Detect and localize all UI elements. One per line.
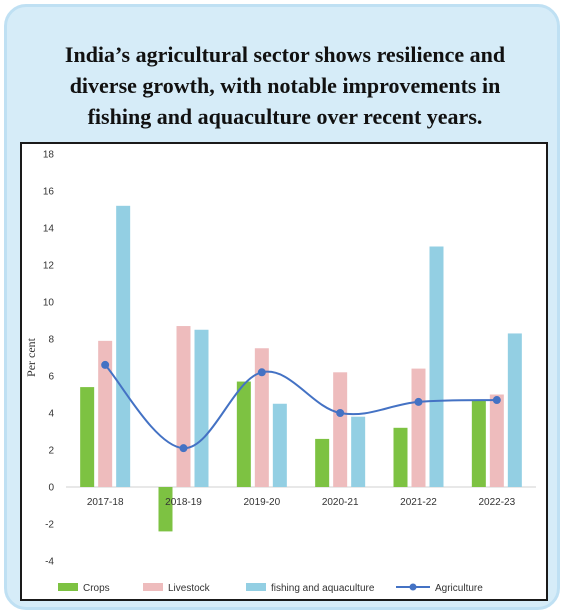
x-tick-label: 2017-18 — [87, 497, 124, 508]
x-tick-label: 2019-20 — [243, 497, 280, 508]
bar-fishing — [351, 416, 366, 487]
x-tick-label: 2021-22 — [400, 497, 437, 508]
bar-livestock — [411, 368, 426, 487]
legend-label: Crops — [83, 583, 110, 594]
y-tick-label: 16 — [43, 187, 55, 198]
y-tick-label: 12 — [43, 261, 55, 272]
y-tick-label: 6 — [48, 372, 54, 383]
legend-label: fishing and aquaculture — [271, 583, 375, 594]
bar-fishing — [194, 329, 209, 487]
y-tick-label: -2 — [45, 520, 54, 531]
x-tick-label: 2018-19 — [165, 497, 202, 508]
chart-svg: -4 -2 0 2 4 6 8 10 12 14 16 18 Per cent 2017-18 2018-1… — [24, 150, 536, 594]
x-tick-label: 2022-23 — [478, 497, 515, 508]
title-line-1: India’s agricultural sector shows resili… — [64, 42, 506, 67]
y-tick-label: -4 — [45, 557, 54, 568]
bar-fishing — [116, 205, 131, 488]
x-tick-label: 2020-21 — [322, 497, 359, 508]
y-tick-label: 0 — [48, 483, 54, 494]
bar-crops — [80, 387, 95, 487]
y-tick-label: 8 — [48, 335, 54, 346]
legend-swatch — [246, 583, 266, 591]
y-tick-label: 18 — [43, 150, 55, 161]
bar-crops — [158, 487, 173, 532]
y-tick-label: 10 — [43, 298, 55, 309]
agriculture-point — [257, 368, 266, 377]
agriculture-point — [414, 397, 423, 406]
agriculture-point — [336, 409, 345, 417]
legend-label: Livestock — [168, 583, 211, 594]
bar-livestock — [254, 348, 269, 487]
bar-crops — [471, 400, 486, 487]
bar-livestock — [333, 372, 348, 487]
bar-fishing — [429, 246, 444, 487]
y-tick-label: 14 — [43, 224, 55, 235]
y-tick-label: 4 — [48, 409, 54, 420]
bar-livestock — [489, 394, 504, 487]
bar-livestock — [176, 326, 191, 487]
legend-marker — [409, 583, 417, 591]
bar-crops — [393, 427, 408, 487]
bar-crops — [236, 381, 251, 487]
legend-label: Agriculture — [435, 583, 483, 594]
bar-crops — [315, 438, 330, 487]
y-axis-label: Per cent — [24, 337, 38, 377]
title-line-3: fishing and aquaculture over recent year… — [87, 104, 483, 129]
legend-swatch — [58, 583, 78, 591]
agriculture-point — [492, 396, 501, 405]
plot-area: -4 -2 0 2 4 6 8 10 12 14 16 18 Per cent 2017-18 2018-1… — [20, 142, 548, 601]
title-line-2: diverse growth, with notable improvement… — [69, 73, 501, 98]
agriculture-point — [179, 444, 188, 453]
agriculture-point — [101, 360, 110, 369]
y-tick-label: 2 — [48, 446, 54, 457]
bar-fishing — [507, 333, 522, 487]
bar-fishing — [272, 403, 287, 487]
chart-title: India’s agricultural sector shows resili… — [7, 39, 557, 132]
legend-swatch — [143, 583, 163, 591]
bar-livestock — [98, 340, 113, 487]
